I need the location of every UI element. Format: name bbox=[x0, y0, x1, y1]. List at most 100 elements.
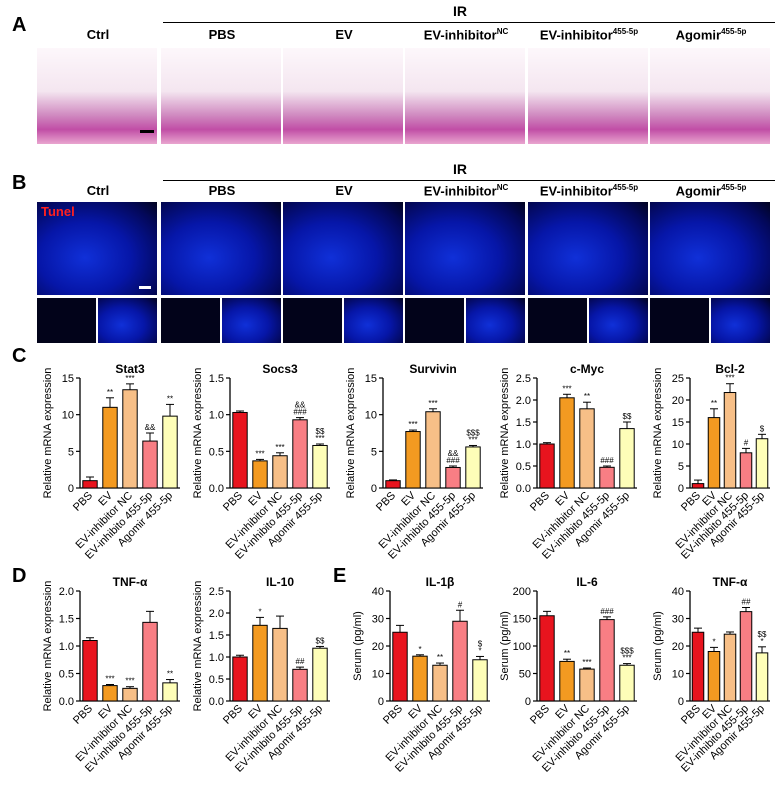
chart8-bar-3 bbox=[599, 619, 615, 702]
chart1-cat-label-0: PBS bbox=[221, 490, 245, 514]
he-micrograph-3 bbox=[405, 48, 525, 144]
chart3-title: c-Myc bbox=[570, 362, 604, 376]
chart9-ytick-label-0: 0 bbox=[678, 696, 684, 708]
chart0-annot-2-0: *** bbox=[125, 374, 134, 383]
chart0-bar-3 bbox=[142, 440, 158, 489]
chart3-annot-1-0: *** bbox=[562, 384, 571, 393]
chart2-bar-1 bbox=[405, 431, 421, 489]
tunel-col-label-3: EV-inhibitorNC bbox=[423, 183, 509, 199]
chart4-bar-0 bbox=[691, 483, 705, 489]
chart6-annot-4-0: $$ bbox=[316, 636, 325, 645]
chart8-annot-4-1: *** bbox=[622, 654, 631, 663]
chart8-cat-label-0: PBS bbox=[528, 703, 552, 727]
tunel-micrograph-0 bbox=[37, 202, 157, 295]
chart7-title: IL-1β bbox=[426, 575, 455, 589]
tunel-col-label-2: EV bbox=[335, 183, 353, 198]
he-micrograph-4 bbox=[528, 48, 648, 144]
chart1-ytick-label-3: 1.5 bbox=[209, 373, 224, 385]
chart8-annot-2-0: *** bbox=[582, 658, 591, 667]
chart5-ytick-label-4: 2.0 bbox=[59, 586, 74, 598]
chart3-annot-3-0: ### bbox=[600, 456, 614, 465]
chart6-cat-label-0: PBS bbox=[221, 703, 245, 727]
tunel-inset-4-0 bbox=[528, 298, 587, 343]
tunel-inset-5-0 bbox=[650, 298, 709, 343]
chart9-annot-4-1: * bbox=[760, 637, 763, 646]
chart5-title: TNF-α bbox=[113, 575, 148, 589]
chart3-ylabel: Relative mRNA expression bbox=[499, 368, 511, 499]
chart4-annot-2-0: *** bbox=[725, 374, 734, 383]
chart2-ytick-label-2: 10 bbox=[365, 410, 377, 422]
tunel-inset-5-1 bbox=[711, 298, 770, 343]
chart2-ytick-label-1: 5 bbox=[371, 446, 377, 458]
panel-letter-c: C bbox=[12, 345, 27, 367]
chart1-annot-4-1: *** bbox=[315, 434, 324, 443]
chart4-ytick-label-4: 20 bbox=[672, 395, 684, 407]
tunel-inset-0-0 bbox=[37, 298, 96, 343]
chart9-ytick-label-1: 10 bbox=[672, 669, 684, 681]
tunel-inset-3-1 bbox=[466, 298, 525, 343]
chart1-ytick-label-2: 1.0 bbox=[209, 410, 224, 422]
chart3-cat-label-0: PBS bbox=[528, 490, 552, 514]
chart4-annot-1-0: ** bbox=[711, 399, 717, 408]
chart9-annot-3-0: ## bbox=[742, 598, 751, 607]
chart2-ytick-label-0: 0 bbox=[371, 483, 377, 495]
chart5-ytick-label-1: 0.5 bbox=[59, 669, 74, 681]
chart1-annot-4-0: $$ bbox=[316, 427, 325, 436]
chart1-bar-0 bbox=[232, 411, 248, 489]
chart1-annot-2-0: *** bbox=[275, 443, 284, 452]
chart9-bar-2 bbox=[723, 633, 737, 702]
chart9-annot-4-0: $$ bbox=[758, 630, 767, 639]
chart1-ytick-label-0: 0.0 bbox=[209, 483, 224, 495]
chart9-bar-1 bbox=[707, 651, 721, 702]
chart3-annot-4-0: $$ bbox=[623, 412, 632, 421]
chart1-bar-2 bbox=[272, 455, 288, 489]
chart4-ytick-label-1: 5 bbox=[678, 461, 684, 473]
chart7-bar-1 bbox=[412, 655, 428, 702]
he-micrograph-1 bbox=[161, 48, 281, 144]
he-col-label-4: EV-inhibitor455-5p bbox=[539, 27, 639, 43]
chart5-ytick-label-0: 0.0 bbox=[59, 696, 74, 708]
chart8-bar-2 bbox=[579, 668, 595, 702]
panel-letter-d: D bbox=[12, 565, 27, 587]
chart5-annot-1-0: *** bbox=[105, 675, 114, 684]
chart1-ylabel: Relative mRNA expression bbox=[192, 368, 204, 499]
chart8-ytick-label-2: 100 bbox=[513, 641, 531, 653]
chart5-ytick-label-2: 1.0 bbox=[59, 641, 74, 653]
tunel-micrograph-1 bbox=[161, 202, 281, 295]
tunel-inset-2-1 bbox=[344, 298, 403, 343]
chart7-bar-3 bbox=[452, 620, 468, 702]
chart4-ylabel: Relative mRNA expression bbox=[652, 368, 664, 499]
chart7-ytick-label-3: 30 bbox=[372, 614, 384, 626]
chart2-bar-0 bbox=[385, 480, 401, 489]
chart5-cat-label-0: PBS bbox=[71, 703, 95, 727]
chart0-ytick-label-0: 0 bbox=[68, 483, 74, 495]
chart3-ytick-label-4: 2.0 bbox=[516, 395, 531, 407]
chart4-ytick-label-3: 15 bbox=[672, 417, 684, 429]
chart6-bar-1 bbox=[252, 624, 268, 702]
chart4-ytick-label-5: 25 bbox=[672, 373, 684, 385]
chart9-bar-4 bbox=[755, 652, 769, 702]
chart8-bar-4 bbox=[619, 664, 635, 702]
chart1-annot-3-1: ### bbox=[293, 408, 307, 417]
panel-letter-a: A bbox=[12, 14, 27, 36]
chart1-annot-3-0: && bbox=[295, 401, 306, 410]
chart6-ytick-label-3: 1.5 bbox=[209, 630, 224, 642]
chart3-bar-3 bbox=[599, 466, 615, 489]
chart0-ytick-label-2: 10 bbox=[62, 410, 74, 422]
chart5-annot-2-0: *** bbox=[125, 677, 134, 686]
chart9-annot-1-0: * bbox=[712, 637, 715, 646]
chart3-annot-2-0: ** bbox=[584, 392, 590, 401]
tunel-inset-0-1 bbox=[98, 298, 157, 343]
chart2-bar-3 bbox=[445, 466, 461, 489]
chart6-ytick-label-5: 2.5 bbox=[209, 586, 224, 598]
chart7-ytick-label-2: 20 bbox=[372, 641, 384, 653]
tunel-inset-4-1 bbox=[589, 298, 648, 343]
chart7-cat-label-0: PBS bbox=[381, 703, 405, 727]
chart8-annot-3-0: ### bbox=[600, 607, 614, 616]
chart9-title: TNF-α bbox=[713, 575, 748, 589]
chart3-ytick-label-3: 1.5 bbox=[516, 417, 531, 429]
tunel-micrograph-2 bbox=[283, 202, 403, 295]
chart7-annot-3-0: # bbox=[458, 600, 463, 609]
chart4-annot-4-0: $ bbox=[760, 424, 765, 433]
chart1-annot-1-0: *** bbox=[255, 449, 264, 458]
